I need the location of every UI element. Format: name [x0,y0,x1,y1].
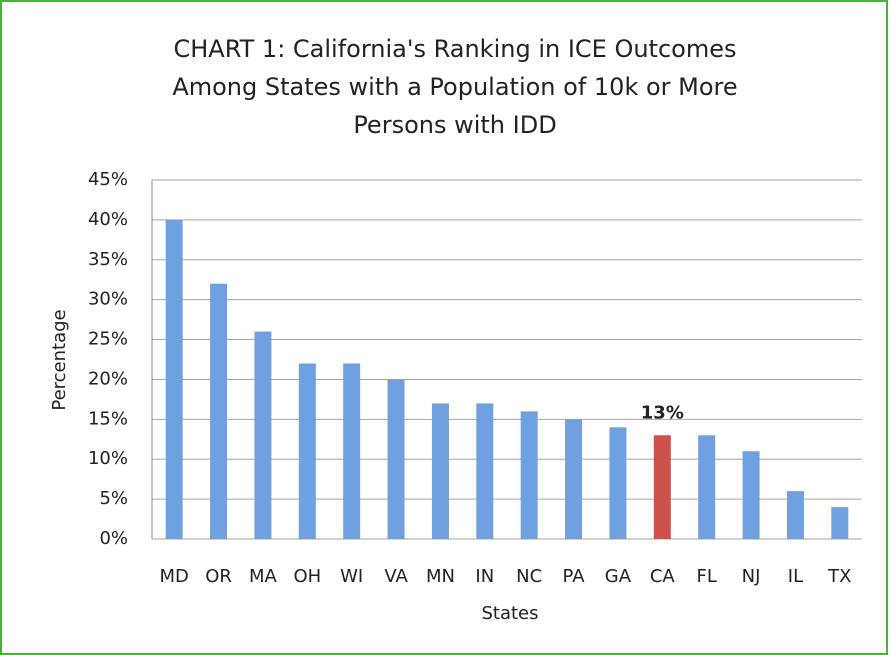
y-axis-label: Percentage [49,309,70,410]
x-tick-label: TX [827,566,851,587]
y-tick-label: 20% [88,368,128,389]
bar [210,283,228,539]
x-tick-label: IL [788,566,803,587]
bar [742,451,760,539]
bar [254,331,272,539]
bar [298,363,316,539]
data-label: 13% [641,402,684,423]
x-tick-label: CA [650,566,676,587]
y-tick-label: 40% [88,209,128,230]
x-tick-label: VA [384,566,408,587]
bar [698,435,716,539]
bar [653,435,671,539]
bar [565,419,583,539]
chart-title: Among States with a Population of 10k or… [172,73,737,101]
y-tick-label: 15% [88,408,128,429]
bar [609,427,627,539]
bar [476,403,494,539]
bar [431,403,449,539]
bar [831,507,849,539]
bar [520,411,538,539]
bar [387,379,405,539]
y-tick-label: 5% [99,488,128,509]
x-tick-label: FL [696,566,716,587]
x-tick-label: WI [340,566,363,587]
y-tick-label: 30% [88,289,128,310]
x-tick-label: NC [516,566,542,587]
x-axis-label: States [481,603,538,624]
bar [343,363,361,539]
bar [786,491,804,539]
x-tick-label: IN [475,566,494,587]
chart-title: CHART 1: California's Ranking in ICE Out… [173,35,736,63]
x-tick-label: PA [563,566,586,587]
x-tick-label: OR [205,566,232,587]
y-tick-label: 10% [88,448,128,469]
x-tick-label: GA [605,566,632,587]
y-tick-label: 45% [88,169,128,190]
y-tick-label: 35% [88,249,128,270]
x-tick-label: MA [249,566,278,587]
bar [165,219,183,539]
x-tick-label: MN [426,566,455,587]
x-tick-label: MD [159,566,188,587]
y-tick-label: 25% [88,329,128,350]
x-tick-label: NJ [742,566,761,587]
x-tick-label: OH [293,566,321,587]
chart-title: Persons with IDD [353,111,556,139]
y-tick-label: 0% [99,528,128,549]
